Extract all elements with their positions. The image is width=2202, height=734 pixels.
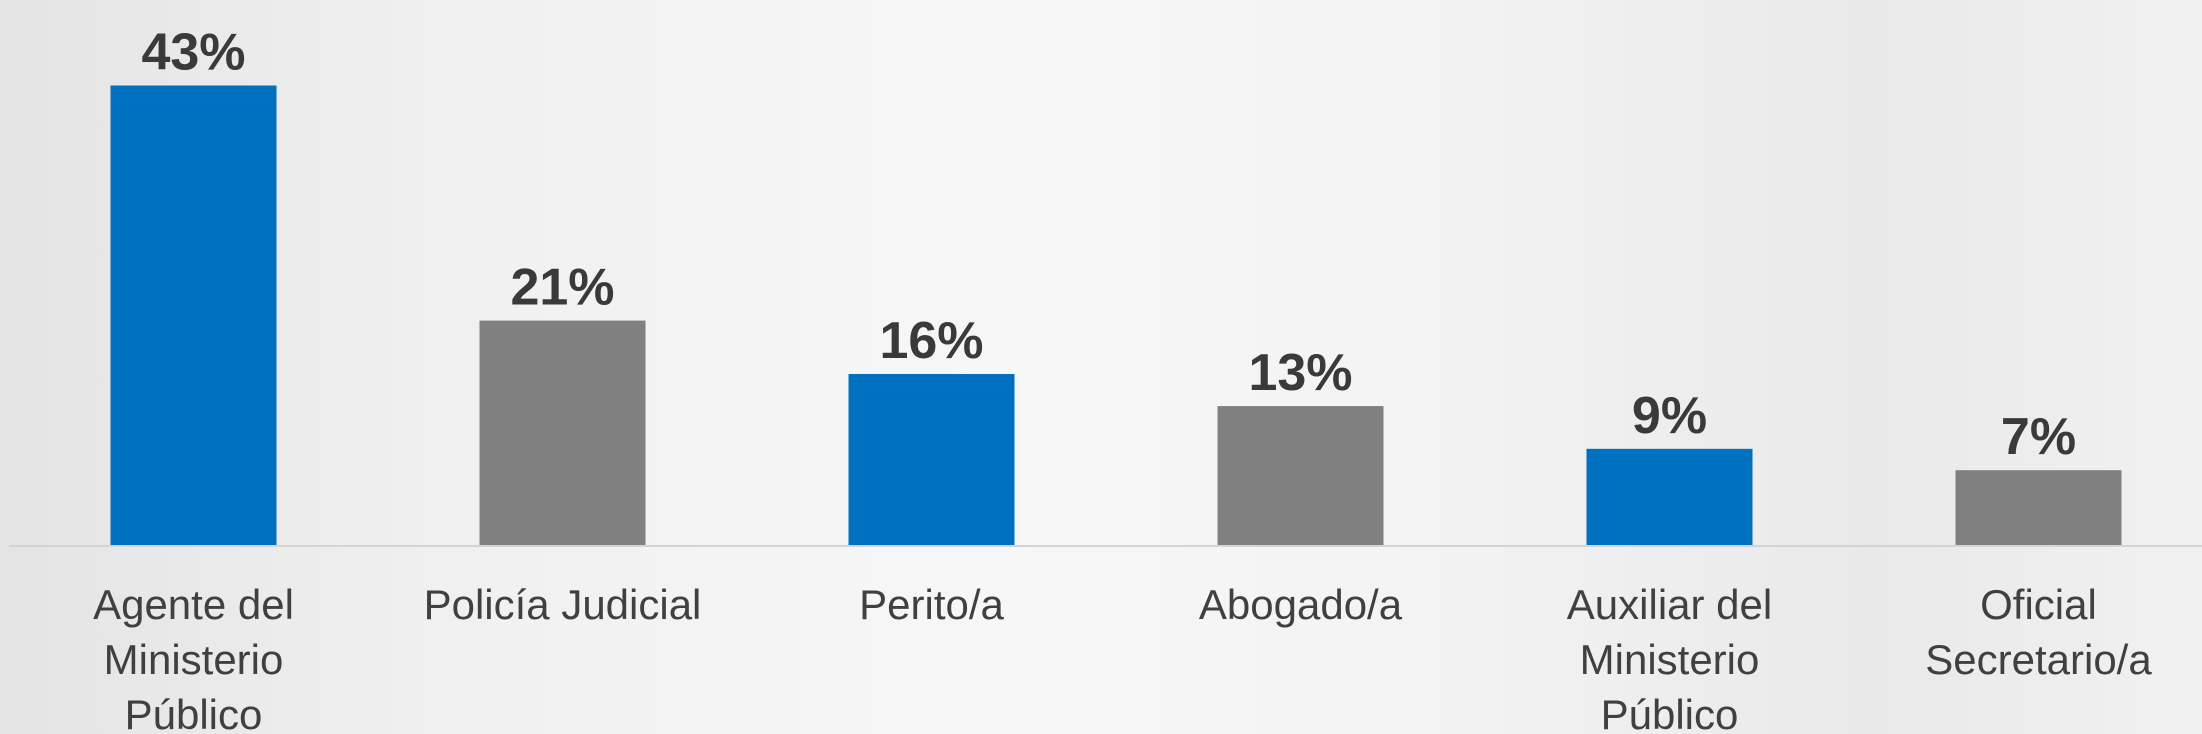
x-tick-label: Oficial Secretario/a <box>1925 581 2152 683</box>
x-tick-label: Perito/a <box>859 581 1004 628</box>
value-label: 16% <box>879 312 983 370</box>
value-label: 9% <box>1632 387 1707 445</box>
bar <box>479 320 646 545</box>
bar <box>1217 406 1384 545</box>
bar <box>110 85 277 545</box>
bar <box>1955 470 2122 545</box>
bar <box>848 374 1015 545</box>
value-label: 43% <box>141 23 245 81</box>
value-label: 21% <box>510 259 614 317</box>
bar <box>1586 448 1753 545</box>
value-label: 7% <box>2001 408 2076 466</box>
x-tick-label: Auxiliar del Ministerio Público <box>1566 581 1773 734</box>
value-label: 13% <box>1248 344 1352 402</box>
x-tick-label: Agente del Ministerio Público <box>93 581 294 734</box>
x-tick-label: Abogado/a <box>1198 581 1403 628</box>
x-tick-label: Policía Judicial <box>423 581 702 628</box>
